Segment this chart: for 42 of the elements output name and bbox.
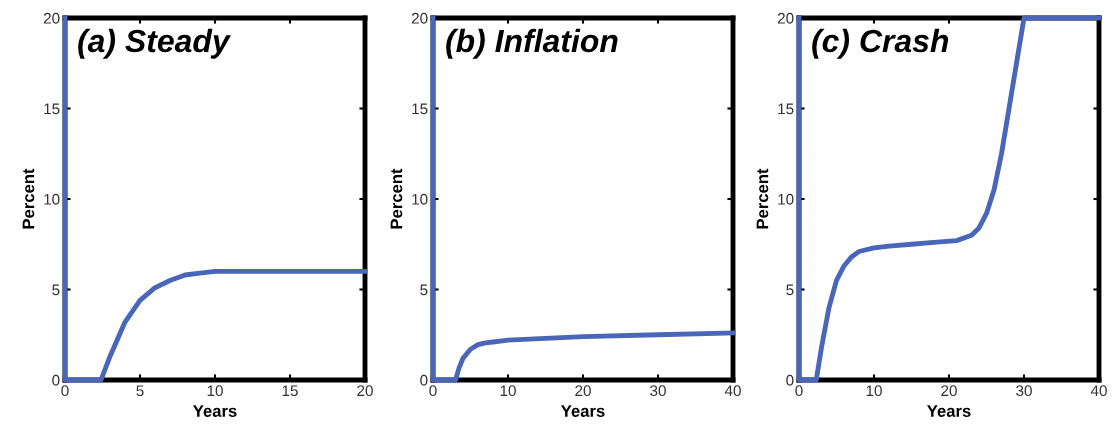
x-tick-label: 0	[61, 385, 69, 397]
y-tick-label: 15	[778, 103, 794, 115]
x-tick-label: 20	[941, 385, 957, 397]
x-tick-label: 15	[282, 385, 298, 397]
y-tick-label: 10	[44, 193, 60, 205]
x-axis-title: Years	[927, 405, 971, 417]
x-tick-label: 40	[1090, 385, 1107, 397]
y-tick-label: 10	[412, 193, 428, 205]
x-tick-label: 0	[429, 385, 437, 397]
y-tick-label: 5	[786, 284, 794, 296]
x-tick-label: 10	[866, 385, 882, 397]
x-tick-label: 5	[136, 385, 144, 397]
x-axis-title: Years	[561, 405, 605, 417]
chart-title: (c) Crash	[812, 28, 949, 59]
x-tick-label: 10	[500, 385, 516, 397]
y-axis-title: Percent	[390, 168, 403, 229]
y-tick-label: 5	[420, 284, 428, 296]
y-tick-label: 0	[52, 374, 60, 386]
y-tick-label: 20	[411, 12, 428, 24]
x-axis-title: Years	[193, 405, 237, 417]
y-tick-label: 10	[778, 193, 794, 205]
y-tick-label: 0	[786, 374, 794, 386]
y-tick-label: 15	[412, 103, 428, 115]
x-tick-label: 40	[724, 385, 741, 397]
x-tick-label: 10	[207, 385, 223, 397]
x-tick-label: 20	[575, 385, 591, 397]
line-series	[62, 15, 368, 383]
y-tick-label: 5	[52, 284, 60, 296]
x-tick-label: 30	[650, 385, 666, 397]
line-series	[430, 15, 736, 383]
y-tick-label: 15	[44, 103, 60, 115]
chart-title: (b) Inflation	[446, 28, 618, 59]
x-tick-label: 0	[795, 385, 803, 397]
x-tick-label: 20	[357, 385, 373, 397]
y-tick-label: 0	[420, 374, 428, 386]
x-tick-label: 30	[1016, 385, 1032, 397]
y-axis-title: Percent	[756, 168, 769, 229]
y-tick-label: 20	[43, 12, 60, 24]
line-series	[796, 15, 1102, 383]
y-axis-title: Percent	[22, 168, 35, 229]
y-tick-label: 20	[777, 12, 794, 24]
chart-title: (a) Steady	[78, 28, 231, 59]
